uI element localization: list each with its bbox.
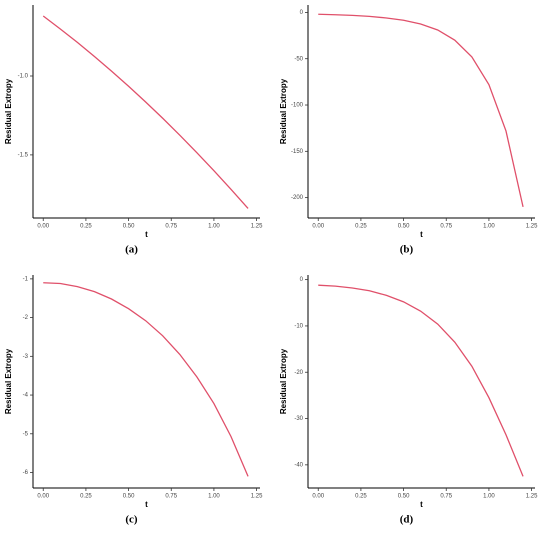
x-tick-label: 0.25: [355, 494, 367, 500]
y-axis-title: Residual Extropy: [4, 348, 13, 414]
x-tick-label: 0.75: [165, 494, 177, 500]
y-tick-label: -10: [294, 324, 303, 330]
line-series: [43, 282, 249, 477]
y-axis-title: Residual Extropy: [279, 78, 288, 144]
y-tick-label: 0: [300, 277, 304, 283]
y-tick-label: -200: [291, 195, 304, 201]
panel-caption: (d): [400, 514, 414, 526]
x-axis-title: t: [145, 230, 148, 239]
y-tick-label: -150: [291, 149, 304, 155]
x-tick-label: 1.25: [526, 224, 538, 230]
x-tick-label: 1.00: [208, 494, 220, 500]
y-tick-label: -30: [294, 416, 303, 422]
y-axis-title: Residual Extropy: [279, 348, 288, 414]
x-tick-label: 0.00: [37, 224, 49, 230]
y-tick-label: -1.5: [18, 152, 29, 158]
x-tick-label: 0.00: [37, 494, 49, 500]
x-axis-title: t: [420, 500, 423, 509]
x-tick-label: 0.50: [123, 224, 135, 230]
line-series: [42, 15, 249, 209]
x-tick-label: 1.25: [526, 494, 538, 500]
x-tick-label: 0.25: [355, 224, 367, 230]
line-series: [318, 284, 524, 477]
y-tick-label: -4: [23, 393, 29, 399]
x-tick-label: 0.50: [123, 494, 135, 500]
x-axis-title: t: [420, 230, 423, 239]
y-tick-label: -5: [23, 431, 29, 437]
x-tick-label: 0.75: [165, 224, 177, 230]
x-tick-label: 1.00: [483, 224, 495, 230]
x-tick-label: 0.50: [398, 494, 410, 500]
y-tick-label: -50: [294, 56, 303, 62]
y-axis-title: Residual Extropy: [4, 78, 13, 144]
x-axis-title: t: [145, 500, 148, 509]
panel-caption: (b): [400, 244, 414, 256]
y-tick-label: -40: [294, 462, 303, 468]
y-tick-label: -1.0: [18, 74, 29, 80]
x-tick-label: 1.25: [251, 224, 263, 230]
y-tick-label: -3: [23, 354, 29, 360]
x-tick-label: 0.75: [440, 494, 452, 500]
x-tick-label: 0.75: [440, 224, 452, 230]
x-tick-label: 1.25: [251, 494, 263, 500]
x-tick-label: 0.00: [312, 494, 324, 500]
y-tick-label: -1: [23, 276, 29, 282]
y-tick-label: -2: [23, 315, 29, 321]
x-tick-label: 0.50: [398, 224, 410, 230]
y-tick-label: -100: [291, 103, 304, 109]
line-series: [318, 13, 524, 208]
y-tick-label: -6: [23, 470, 29, 476]
panel-caption: (a): [125, 244, 138, 256]
x-tick-label: 0.00: [312, 224, 324, 230]
x-tick-label: 0.25: [80, 224, 92, 230]
y-tick-label: -20: [294, 370, 303, 376]
y-tick-label: 0: [300, 10, 304, 16]
x-tick-label: 1.00: [208, 224, 220, 230]
panel-caption: (c): [125, 514, 138, 526]
x-tick-label: 1.00: [483, 494, 495, 500]
x-tick-label: 0.25: [80, 494, 92, 500]
